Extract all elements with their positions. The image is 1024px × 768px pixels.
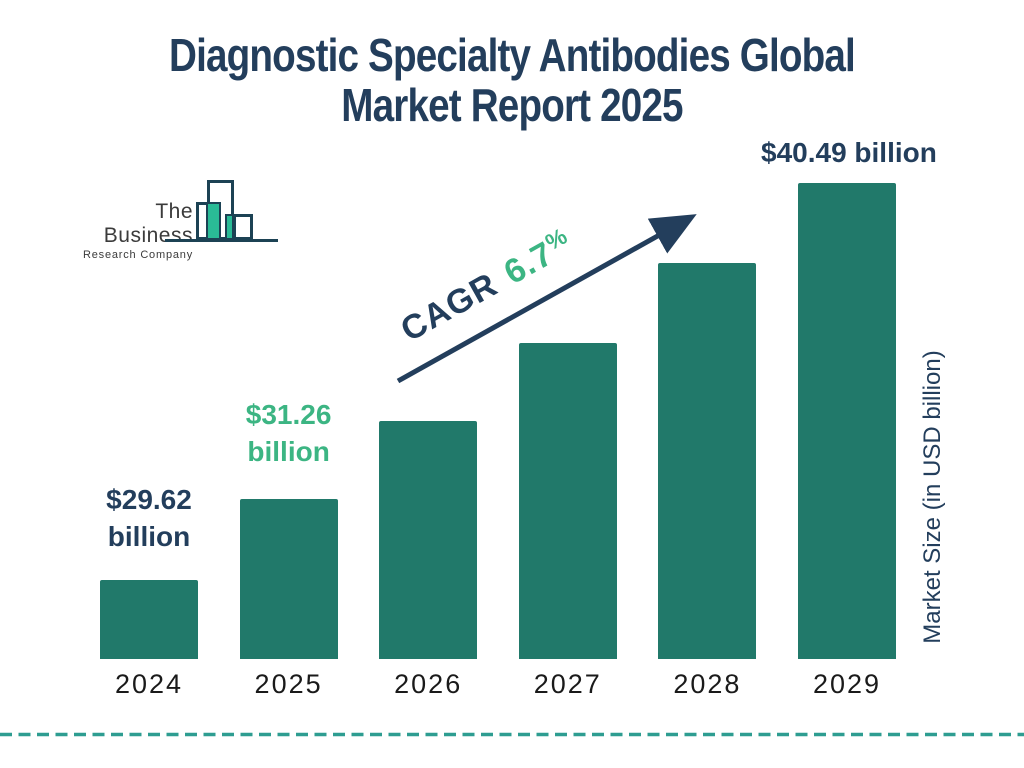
bar-2029 (798, 183, 896, 659)
value-label-2029: $40.49 billion (761, 137, 937, 168)
x-tick-2027: 2027 (533, 669, 602, 699)
page-title: Diagnostic Specialty Antibodies Global M… (0, 30, 1024, 130)
logo-bar-chart-icon (165, 178, 278, 242)
cagr-label: CAGR (394, 265, 505, 350)
logo-icon-outlined-bar-right (233, 214, 253, 240)
bar-2027 (518, 343, 617, 659)
bar-2024 (100, 580, 198, 659)
x-tick-2024: 2024 (114, 669, 184, 699)
bar-2028 (658, 263, 757, 659)
page-title-line2: Market Report 2025 (341, 79, 683, 131)
bar-2026 (379, 421, 478, 659)
x-tick-2025: 2025 (254, 669, 323, 699)
x-tick-2026: 2026 (394, 669, 463, 699)
bar-2025 (239, 499, 338, 659)
x-tick-2028: 2028 (673, 669, 742, 699)
value-label-2024: $29.62 billion (106, 484, 192, 552)
logo-text-secondary: Research Company (82, 249, 193, 261)
value-label-2025: $31.26 billion (245, 399, 332, 467)
logo-icon-filled-bar-small (225, 214, 234, 240)
bottom-dashed-divider (0, 732, 1024, 737)
logo-icon-filled-bar-large (206, 202, 221, 240)
y-axis-title: Market Size (in USD billion) (919, 350, 946, 644)
cagr-annotation: CAGR6.7% (394, 222, 580, 350)
logo-icon-baseline (165, 239, 278, 242)
x-tick-2029: 2029 (812, 669, 882, 699)
page-title-line1: Diagnostic Specialty Antibodies Global (169, 29, 856, 81)
cagr-value: 6.7% (497, 222, 573, 292)
